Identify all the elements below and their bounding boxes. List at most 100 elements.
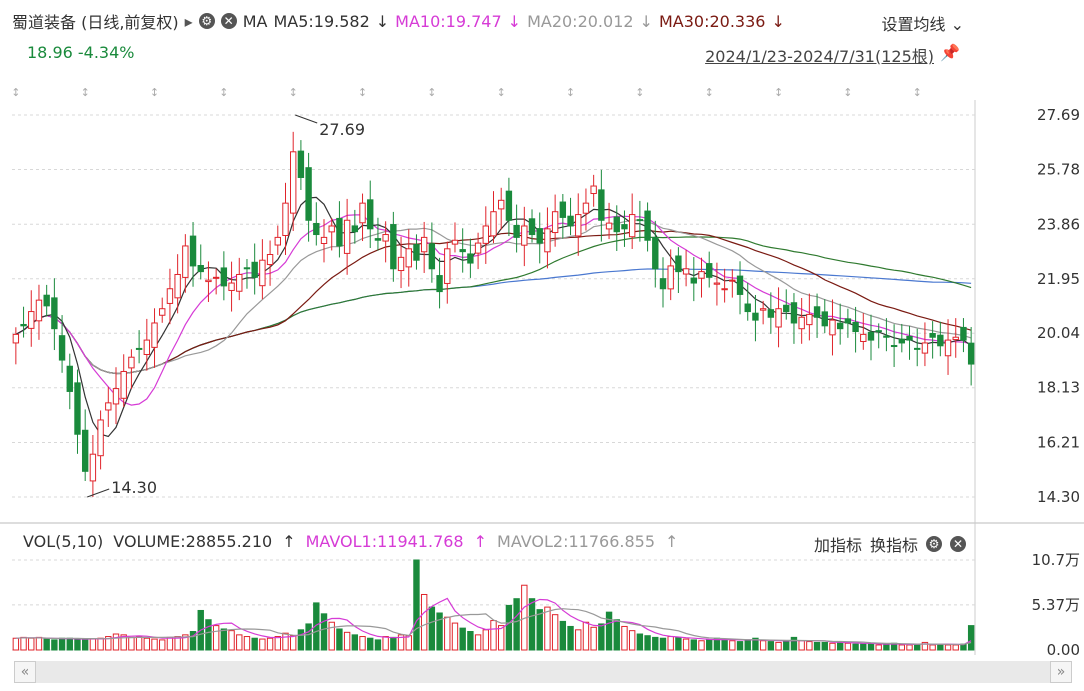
candle-body: [505, 190, 513, 221]
candle-body: [182, 245, 189, 278]
volume-bar: [482, 629, 489, 651]
volume-bar: [251, 637, 258, 651]
candle-body: [744, 303, 751, 313]
volume-bar: [128, 636, 135, 651]
volume-bar: [305, 623, 312, 651]
volume-bar: [351, 634, 359, 651]
volume-bar: [598, 623, 605, 651]
volume-bar: [790, 636, 798, 651]
volume-bar: [821, 641, 828, 651]
candle-body: [675, 255, 682, 273]
ma10-line: [15, 214, 972, 406]
close-icon[interactable]: ✕: [220, 13, 237, 29]
candle-body: [81, 429, 89, 472]
volume-bar: [559, 620, 567, 651]
candle-body: [313, 222, 320, 236]
low-marker-arrow: [87, 488, 110, 498]
volume-bar: [474, 634, 482, 651]
y-tick-label: 27.69: [1037, 106, 1080, 124]
volume-arrow: ↑: [282, 532, 296, 551]
candle-body: [729, 279, 736, 282]
volume-bar: [567, 625, 574, 651]
candle-body: [74, 382, 81, 435]
gear-icon[interactable]: ⚙: [198, 13, 215, 29]
volume-bar: [343, 631, 351, 651]
volume-bar: [528, 598, 536, 651]
volume-bar: [182, 634, 189, 651]
ma5-value: MA5:19.582: [273, 11, 370, 31]
volume-bar: [35, 636, 43, 651]
volume-bar: [12, 637, 20, 651]
candle-body: [867, 331, 875, 341]
candle-body: [451, 239, 459, 245]
pin-icon[interactable]: 📌: [940, 43, 960, 62]
volume-header: VOL(5,10) VOLUME:28855.210 ↑ MAVOL1:1194…: [23, 532, 678, 551]
candle-body: [883, 335, 890, 338]
vol-label: VOL(5,10): [23, 532, 104, 551]
volume-bar: [405, 635, 412, 651]
y-tick-label: 23.86: [1037, 215, 1080, 233]
volume-bar: [605, 611, 613, 651]
chevron-down-icon: ⌄: [950, 15, 964, 34]
volume-bar: [112, 633, 120, 651]
candle-body: [767, 309, 775, 318]
close-icon[interactable]: ✕: [950, 536, 966, 552]
volume-bar: [513, 598, 520, 651]
high-marker-arrow: [295, 114, 318, 124]
date-range[interactable]: 2024/1/23-2024/7/31(125根): [705, 47, 934, 66]
stock-title[interactable]: 蜀道装备 (日线,前复权): [12, 13, 179, 32]
event-marker: ↕: [219, 86, 228, 99]
volume-bar: [829, 642, 836, 651]
play-icon[interactable]: ▸: [184, 11, 193, 31]
candle-body: [197, 265, 204, 273]
candle-body: [952, 336, 959, 341]
candle-body: [220, 267, 228, 287]
candle-body: [598, 189, 605, 221]
candle-body: [51, 297, 58, 330]
volume-bar: [744, 639, 751, 651]
scroll-right-icon[interactable]: »: [1050, 661, 1072, 683]
volume-bar: [390, 636, 397, 651]
volume-bar: [652, 636, 659, 651]
volume-bar: [721, 638, 728, 651]
candle-body: [559, 201, 567, 218]
mavol2-value: MAVOL2:11766.855: [497, 532, 656, 551]
add-indicator-button[interactable]: 加指标: [813, 536, 862, 555]
ma-settings-label: 设置均线: [881, 15, 946, 34]
volume-bar: [860, 643, 867, 651]
candle-body: [652, 237, 659, 270]
volume-bar: [320, 613, 328, 651]
ma-settings-button[interactable]: 设置均线 ⌄: [881, 11, 964, 35]
candle-body: [467, 253, 474, 264]
horizontal-scrollbar[interactable]: « »: [14, 661, 1072, 683]
volume-bar: [428, 606, 436, 651]
event-marker: ↕: [635, 86, 644, 99]
volume-bar: [105, 636, 112, 651]
switch-indicator-button[interactable]: 换指标: [869, 536, 918, 555]
volume-bar: [28, 637, 35, 651]
candle-body: [944, 339, 952, 357]
volume-bar: [937, 643, 944, 651]
scroll-left-icon[interactable]: «: [14, 661, 36, 683]
volume-bar: [220, 628, 228, 651]
ma10-arrow: ↓: [507, 11, 522, 31]
volume-tick-label: 10.7万: [1032, 551, 1080, 569]
volume-bar: [74, 638, 81, 651]
candle-body: [266, 254, 274, 266]
gear-icon[interactable]: ⚙: [926, 536, 942, 552]
event-marker: ↕: [150, 86, 159, 99]
volume-bar: [844, 642, 852, 651]
candle-body: [459, 249, 466, 253]
candle-body: [860, 333, 867, 342]
volume-bar: [752, 637, 759, 651]
volume-bar: [397, 634, 405, 651]
ma20-line: [15, 219, 972, 375]
candle-body: [382, 234, 389, 242]
candle-body: [890, 345, 898, 348]
candle-body: [875, 330, 882, 333]
candle-body: [128, 356, 135, 369]
candle-body: [521, 225, 528, 246]
candle-body: [289, 151, 297, 214]
volume-bar: [289, 635, 297, 651]
